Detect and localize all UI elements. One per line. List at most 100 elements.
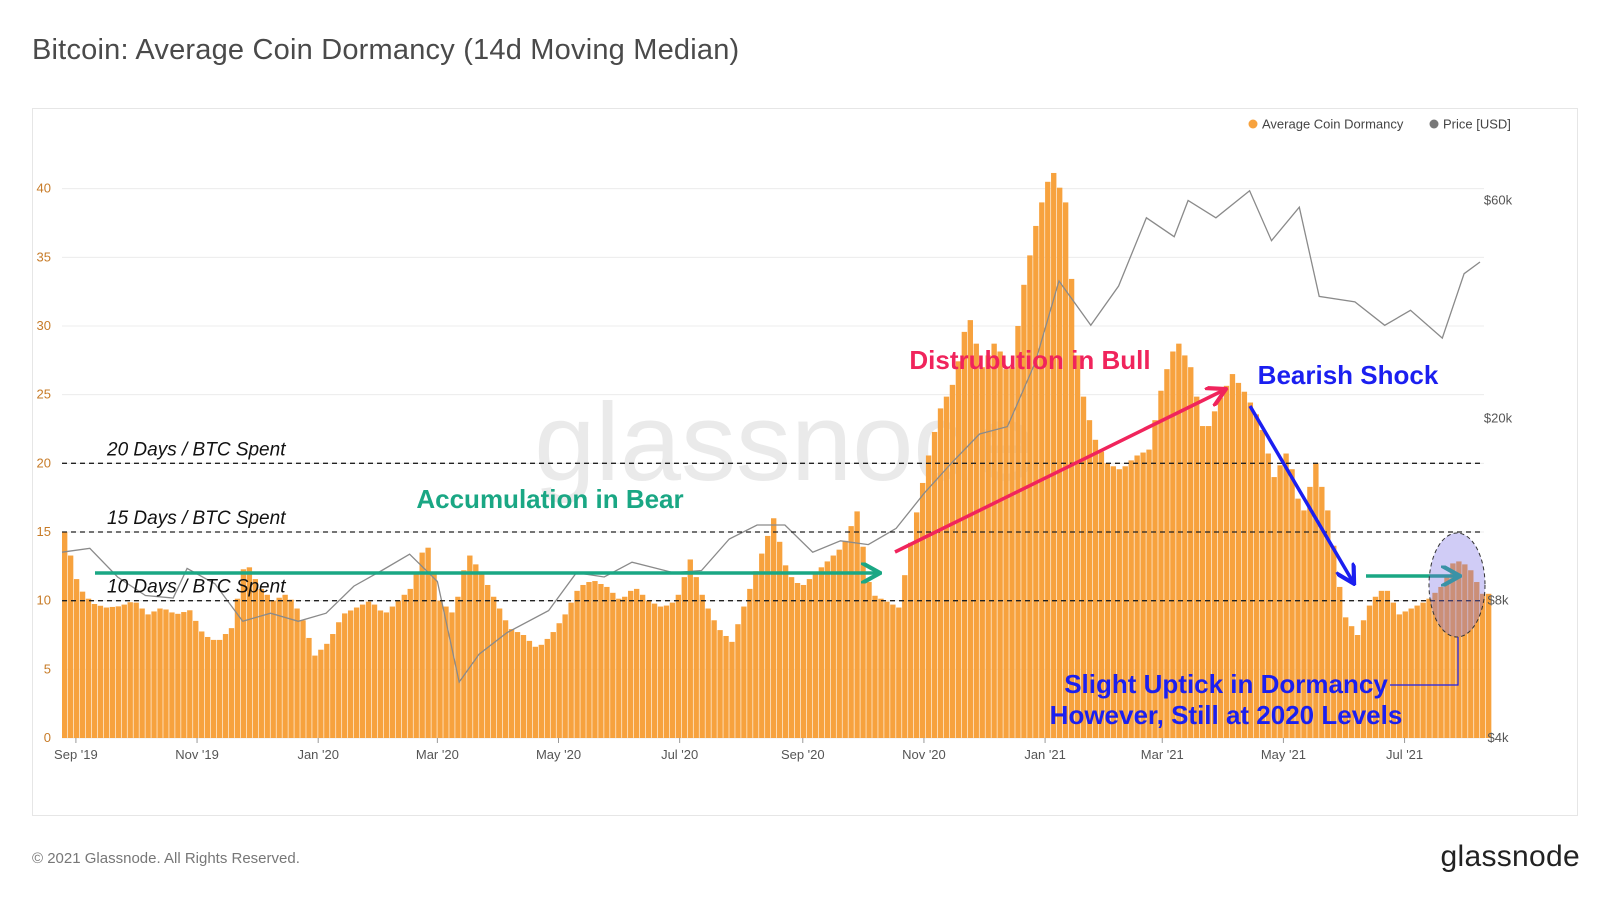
left-tick-label: 25	[37, 387, 51, 402]
left-tick-label: 30	[37, 318, 51, 333]
dormancy-bar	[1068, 278, 1075, 738]
dormancy-bar	[79, 591, 86, 738]
dormancy-bar	[1337, 586, 1343, 738]
dormancy-bar	[753, 571, 759, 738]
dormancy-bar	[997, 351, 1003, 738]
dormancy-bar	[1426, 598, 1432, 738]
dormancy-bar	[294, 608, 300, 738]
left-tick-label: 20	[37, 455, 51, 470]
legend-dormancy-label[interactable]: Average Coin Dormancy	[1262, 117, 1404, 132]
dormancy-bar	[896, 607, 902, 738]
x-tick-label: Jan '20	[297, 747, 339, 762]
dormancy-bar	[1062, 202, 1069, 738]
dormancy-bar	[788, 577, 795, 738]
dormancy-bar	[1283, 453, 1289, 738]
dormancy-bar	[1158, 390, 1164, 738]
dormancy-bar	[723, 635, 729, 738]
dormancy-bar	[306, 637, 312, 738]
dormancy-bar	[187, 610, 193, 738]
dormancy-bar	[270, 600, 276, 738]
dormancy-bar	[991, 343, 997, 738]
dormancy-bar	[806, 579, 813, 738]
dormancy-bar	[401, 594, 407, 738]
dormancy-bar	[210, 639, 217, 738]
right-tick-label: $8k	[1488, 592, 1509, 607]
dormancy-bar	[1223, 385, 1230, 738]
dormancy-bar	[610, 592, 616, 738]
annotation-uptick: Slight Uptick in Dormancy	[1064, 669, 1388, 699]
dormancy-bar	[1468, 570, 1474, 738]
dormancy-bar	[1408, 608, 1414, 738]
dormancy-bar	[628, 590, 634, 738]
dormancy-bar	[1241, 391, 1248, 738]
dormancy-bar	[699, 594, 705, 738]
dormancy-bar	[1182, 355, 1188, 738]
dormancy-bar	[824, 561, 830, 738]
dormancy-bar	[1152, 420, 1158, 738]
legend-price-swatch	[1429, 119, 1439, 129]
dormancy-bar	[1229, 374, 1236, 738]
dormancy-bar	[467, 555, 473, 738]
dormancy-bar	[145, 614, 151, 738]
dormancy-bar	[133, 602, 139, 738]
left-tick-label: 40	[37, 181, 51, 196]
dormancy-bar	[782, 565, 789, 738]
dormancy-bar	[199, 631, 205, 738]
x-tick-label: Nov '20	[902, 747, 946, 762]
dormancy-bar	[1176, 343, 1182, 738]
uptick-highlight-ellipse	[1428, 532, 1486, 638]
dormancy-bar	[1140, 452, 1146, 738]
dormancy-bar	[741, 606, 747, 738]
dormancy-bar	[1211, 411, 1218, 738]
dormancy-bar	[1420, 602, 1426, 738]
dormancy-bar	[1390, 602, 1397, 738]
dormancy-bar	[717, 630, 723, 738]
dormancy-bar	[1432, 592, 1438, 738]
reference-lines: 20 Days / BTC Spent 15 Days / BTC Spent 10…	[62, 439, 1484, 602]
dormancy-bar	[496, 608, 503, 738]
dormancy-bar	[121, 604, 127, 738]
dormancy-bar	[943, 396, 950, 738]
dormancy-bar	[866, 582, 872, 738]
dormancy-bar	[592, 581, 598, 738]
dormancy-bar	[455, 596, 461, 738]
dormancy-bar	[1462, 564, 1468, 738]
dormancy-bars	[62, 172, 1492, 739]
x-tick-label: Sep '20	[781, 747, 825, 762]
dormancy-bar	[240, 569, 247, 738]
dormancy-bar	[473, 564, 479, 738]
dormancy-bar	[1289, 469, 1295, 738]
dormancy-bar	[1027, 255, 1033, 738]
dormancy-bar	[1057, 187, 1063, 738]
dormancy-bar	[1354, 635, 1361, 738]
dormancy-bar	[955, 361, 962, 738]
dormancy-bar	[336, 622, 342, 738]
dormancy-bar	[1122, 466, 1128, 738]
left-tick-label: 10	[37, 593, 51, 608]
dormancy-bar	[776, 541, 783, 738]
dormancy-bar	[330, 634, 336, 738]
dormancy-bar	[1045, 181, 1051, 739]
dormancy-bar	[651, 603, 658, 738]
dormancy-bar	[1378, 590, 1385, 738]
dormancy-bar	[765, 535, 771, 738]
dormancy-bar	[1307, 486, 1313, 738]
dormancy-bar	[562, 614, 568, 738]
dormancy-bar	[1402, 611, 1408, 738]
legend-price-label[interactable]: Price [USD]	[1443, 117, 1511, 132]
dormancy-bar	[663, 605, 670, 738]
right-tick-label: $4k	[1488, 730, 1509, 745]
dormancy-bar	[645, 600, 652, 738]
dormancy-bar	[139, 608, 145, 738]
dormancy-bar	[1009, 367, 1015, 738]
dormancy-bar	[449, 612, 455, 738]
dormancy-bar	[1295, 498, 1301, 738]
dormancy-bar	[884, 601, 890, 738]
distribution-arrow	[894, 390, 1224, 554]
dormancy-bar	[395, 600, 402, 738]
dormancy-bar	[377, 610, 384, 738]
annotations: Accumulation in Bear Distrubution in Bull…	[95, 345, 1486, 730]
dormancy-bar	[681, 577, 688, 738]
dormancy-bar	[485, 584, 491, 738]
dormancy-bar	[616, 598, 622, 738]
